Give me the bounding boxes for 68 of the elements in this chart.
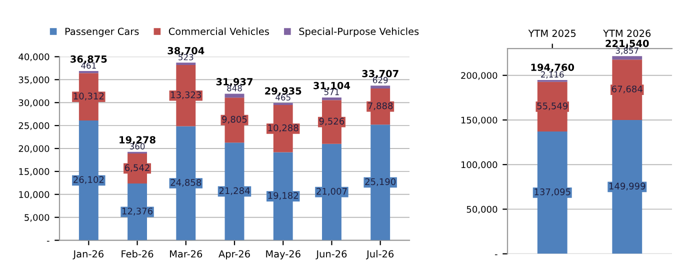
data-label: 21,007: [316, 188, 347, 196]
legend-label: Passenger Cars: [65, 28, 139, 37]
total-label: 36,875: [70, 55, 107, 64]
x-tick-label: Jun-26: [316, 250, 347, 260]
bar: [273, 102, 293, 106]
x-tick-label: Feb-26: [122, 250, 154, 258]
y-tick-label: 25,000: [18, 122, 50, 130]
total-label: 33,707: [362, 70, 398, 79]
bar: [612, 56, 642, 60]
data-label: 55,549: [537, 102, 568, 110]
data-label: 25,190: [365, 178, 396, 186]
data-label: 461: [81, 62, 96, 69]
total-label: 221,540: [606, 40, 649, 48]
data-label: 848: [227, 85, 242, 92]
data-label: 21,284: [219, 187, 250, 195]
x-tick-label: Jul-26: [366, 250, 394, 260]
total-label: 31,937: [216, 78, 252, 87]
y-tick-label: 10,000: [19, 191, 50, 199]
data-label: 19,182: [268, 192, 298, 200]
y-tick-label: 5,000: [24, 214, 50, 222]
y-tick-label: -: [494, 254, 498, 256]
y-tick-label: 30,000: [18, 99, 50, 108]
data-label: 523: [178, 54, 194, 60]
data-label: 2,116: [541, 71, 564, 78]
y-tick-label: 200,000: [461, 72, 498, 80]
y-tick-label: 150,000: [461, 116, 498, 124]
data-label: 3,857: [616, 47, 638, 55]
x-tick-label: YTM 2026: [603, 30, 651, 37]
x-tick-label: Jan-26: [72, 250, 104, 260]
data-label: 6,542: [124, 164, 150, 172]
total-label: 31,104: [314, 82, 350, 90]
y-tick-label: -: [46, 240, 50, 242]
y-tick-label: 20,000: [18, 145, 50, 153]
x-tick-label: May-26: [266, 250, 300, 260]
data-label: 12,376: [122, 208, 153, 216]
legend-label: Commercial Vehicles: [168, 28, 269, 36]
y-tick-label: 15,000: [19, 168, 50, 176]
data-label: 9,805: [222, 116, 247, 124]
x-tick-label: YTM 2025: [528, 30, 576, 37]
data-label: 7,888: [368, 102, 393, 110]
total-label: 194,760: [531, 64, 574, 72]
data-label: 24,858: [170, 179, 202, 187]
data-label: 571: [324, 88, 339, 96]
data-label: 629: [372, 76, 388, 84]
total-label: 29,935: [265, 87, 302, 96]
bar: [370, 86, 390, 88]
y-tick-label: 50,000: [466, 206, 498, 214]
data-label: 10,312: [74, 92, 104, 100]
data-label: 10,288: [268, 124, 298, 132]
data-label: 26,102: [74, 176, 104, 184]
data-label: 465: [276, 94, 290, 101]
data-label: 67,684: [612, 86, 642, 94]
data-label: 13,323: [171, 91, 201, 100]
bar: [176, 62, 196, 66]
legend-label: Special-Purpose Vehicles: [299, 28, 419, 37]
bar: [322, 98, 342, 100]
total-label: 19,278: [120, 136, 156, 145]
y-tick-label: 100,000: [461, 161, 498, 170]
total-label: 38,704: [168, 46, 204, 56]
y-tick-label: 35,000: [18, 76, 50, 84]
x-tick-label: Apr-26: [218, 250, 250, 260]
data-label: 137,095: [534, 188, 570, 196]
data-label: 360: [130, 143, 145, 150]
y-tick-label: 40,000: [18, 53, 50, 62]
data-label: 149,999: [609, 182, 646, 190]
data-label: 9,526: [319, 118, 344, 126]
x-tick-label: Mar-26: [170, 250, 202, 258]
bar: [224, 94, 244, 98]
